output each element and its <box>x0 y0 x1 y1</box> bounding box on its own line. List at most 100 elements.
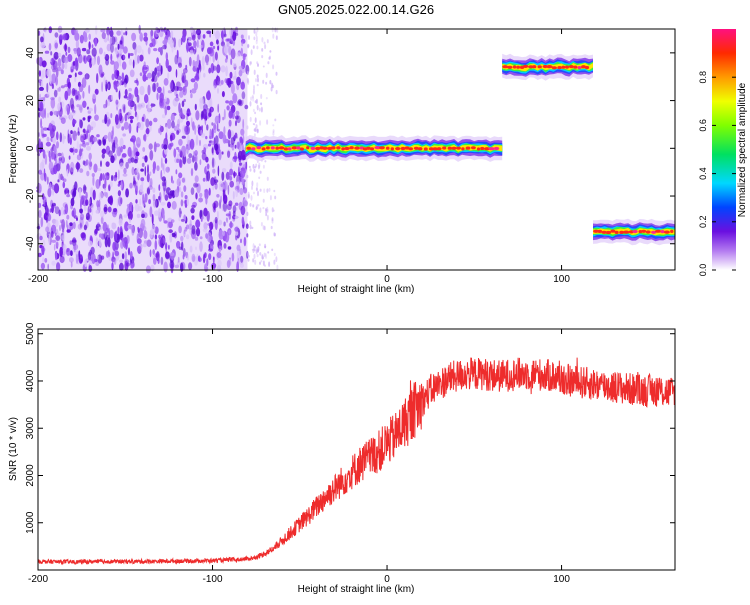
snr-y-axis-label: SNR (10 * v/v) <box>8 417 19 481</box>
noise-speck <box>218 131 224 140</box>
noise-speck <box>96 55 101 66</box>
noise-speck <box>121 237 124 242</box>
track-core <box>344 146 350 151</box>
noise-speck <box>174 97 180 102</box>
noise-fade-speck <box>255 78 257 83</box>
noise-speck <box>193 182 199 188</box>
noise-speck <box>160 201 166 206</box>
noise-speck <box>157 47 162 53</box>
noise-speck <box>67 86 71 96</box>
noise-speck <box>110 53 113 62</box>
noise-speck <box>124 113 128 122</box>
noise-speck <box>47 91 50 97</box>
noise-speck <box>176 146 180 151</box>
spec-ytick-label: 20 <box>25 95 36 107</box>
noise-speck <box>58 96 61 103</box>
colorbar: 0.0 0.2 0.4 0.6 0.8 Normalized spectral ampl… <box>698 29 748 276</box>
noise-fade-speck <box>256 129 259 134</box>
noise-speck <box>160 125 164 133</box>
snr-xtick-label: 100 <box>553 574 570 585</box>
noise-speck <box>45 226 50 233</box>
noise-speck <box>48 26 53 34</box>
noise-speck <box>74 72 77 78</box>
noise-speck <box>58 34 64 40</box>
noise-speck <box>221 151 224 155</box>
noise-speck <box>48 124 52 130</box>
noise-speck <box>43 168 46 178</box>
track-core <box>451 146 457 150</box>
noise-speck <box>218 81 222 87</box>
noise-speck <box>206 30 212 35</box>
noise-speck <box>204 54 210 64</box>
snr-ytick-label: 1000 <box>25 511 36 534</box>
noise-speck <box>158 196 161 201</box>
noise-fade-speck <box>266 119 269 125</box>
noise-fade-speck <box>253 84 255 91</box>
noise-speck <box>240 128 245 136</box>
noise-fade-speck <box>266 208 269 213</box>
noise-speck <box>48 43 52 51</box>
noise-fade-speck <box>275 256 278 262</box>
noise-speck <box>148 199 152 205</box>
track-core <box>537 65 542 69</box>
noise-fade-speck <box>269 195 272 201</box>
noise-speck <box>123 32 125 36</box>
noise-speck <box>39 101 44 112</box>
noise-speck <box>190 207 195 214</box>
noise-speck <box>91 253 96 264</box>
noise-speck <box>189 138 195 150</box>
noise-speck <box>114 49 119 55</box>
noise-speck <box>171 200 177 210</box>
noise-fade-speck <box>272 64 275 70</box>
noise-speck <box>70 250 73 257</box>
noise-speck <box>149 150 154 161</box>
track-core <box>349 146 354 150</box>
noise-speck <box>42 149 46 159</box>
noise-fade-speck <box>254 117 257 123</box>
noise-speck <box>83 55 85 62</box>
noise-speck <box>136 114 139 121</box>
noise-speck <box>59 224 61 232</box>
noise-speck <box>144 94 149 104</box>
noise-speck <box>136 45 142 54</box>
noise-speck <box>39 235 43 241</box>
noise-speck <box>49 111 53 116</box>
noise-speck <box>78 84 84 93</box>
noise-speck <box>48 184 53 190</box>
noise-fade-speck <box>254 259 257 265</box>
snr-xtick-label: -200 <box>28 574 48 585</box>
noise-speck <box>201 125 204 130</box>
noise-speck <box>92 175 95 186</box>
noise-fade-speck <box>256 104 259 111</box>
noise-fade-speck <box>249 116 252 122</box>
noise-speck <box>185 234 190 240</box>
noise-speck <box>123 46 128 54</box>
noise-speck <box>60 69 64 75</box>
noise-speck <box>206 91 211 101</box>
noise-speck <box>160 65 163 75</box>
noise-speck <box>112 241 116 251</box>
noise-fade-speck <box>252 258 255 263</box>
noise-fade-speck <box>249 203 252 207</box>
noise-speck <box>83 205 87 212</box>
noise-speck <box>175 69 178 78</box>
track-core <box>502 65 509 69</box>
noise-speck <box>229 28 233 37</box>
noise-speck <box>136 246 140 253</box>
noise-speck <box>105 192 109 198</box>
noise-speck <box>212 185 214 191</box>
noise-speck <box>135 185 139 192</box>
noise-speck <box>102 173 105 181</box>
noise-speck <box>160 157 163 168</box>
noise-speck <box>67 223 70 231</box>
noise-speck <box>241 41 244 47</box>
noise-speck <box>117 169 120 180</box>
track-core <box>266 146 270 150</box>
noise-speck <box>98 191 104 200</box>
noise-fade-speck <box>250 61 252 65</box>
track-core <box>663 230 670 234</box>
noise-speck <box>54 219 59 228</box>
track-core <box>436 147 442 151</box>
noise-speck <box>122 144 126 150</box>
noise-speck <box>147 72 152 79</box>
